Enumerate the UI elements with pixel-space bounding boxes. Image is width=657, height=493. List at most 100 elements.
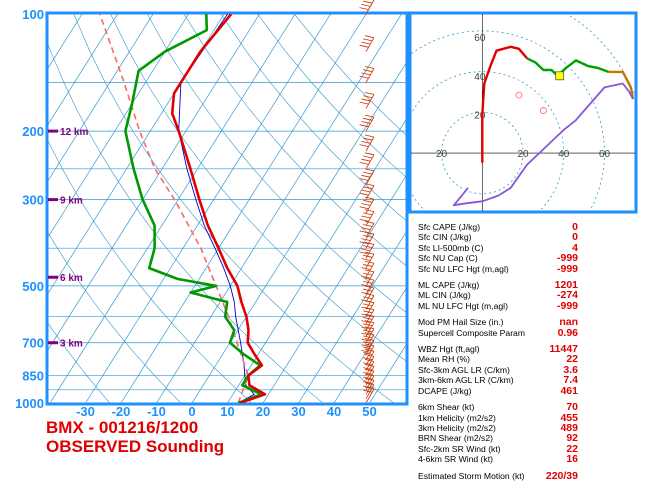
hodograph-ring-label: 40 xyxy=(474,72,486,83)
wind-barb-flag xyxy=(363,171,373,175)
isotherm-line xyxy=(48,14,118,126)
isotherm-line xyxy=(227,119,406,403)
parameter-row: 1km Helicity (m2/s2) 455 xyxy=(418,412,578,423)
parameter-label: Sfc CIN (J/kg) xyxy=(418,232,472,243)
wind-barb-flag xyxy=(364,35,375,39)
dry-adiabat-line xyxy=(48,43,323,403)
wind-barb-flag xyxy=(363,288,373,292)
height-marker-label: 6 km xyxy=(60,273,83,284)
wind-barb-flag xyxy=(361,174,371,178)
wind-barb-flag xyxy=(364,368,375,372)
wind-barb xyxy=(365,116,375,132)
parameter-label: 3km-6km AGL LR (C/km) xyxy=(418,375,514,386)
sounding-title: BMX - 001216/1200 OBSERVED Sounding xyxy=(46,418,224,456)
wind-barb-flag xyxy=(361,203,371,206)
temperature-tick-label: 0 xyxy=(188,404,195,419)
wind-barb-flag xyxy=(361,121,371,124)
pressure-tick-label: 500 xyxy=(22,279,44,294)
wind-barb-flag xyxy=(363,362,373,366)
height-marker-label: 9 km xyxy=(60,196,83,207)
parameter-label: 3km Helicity (m2/s2) xyxy=(418,422,496,433)
parameter-row: Sfc LI-500mb (C) 4 xyxy=(418,241,578,254)
parameter-label: 6km Shear (kt) xyxy=(418,402,475,413)
wind-barb-flag xyxy=(364,196,375,200)
parameter-value: 4 xyxy=(572,241,578,254)
parameter-value: -999 xyxy=(556,262,578,275)
parameter-row: Sfc NU Cap (C) -999 xyxy=(418,253,578,264)
pressure-tick-label: 200 xyxy=(22,124,44,139)
temperature-axis: -30 -20 -10 0 10 20 30 40 50 xyxy=(76,404,377,419)
parameter-row: ML CAPE (J/kg) 1201 xyxy=(418,280,578,291)
wind-barb xyxy=(365,68,375,83)
bunkers-left-marker xyxy=(515,91,523,99)
wind-barb-flag xyxy=(363,329,373,333)
wind-barb-flag xyxy=(363,212,373,216)
isotherm-line xyxy=(262,175,406,403)
parameter-value: 461 xyxy=(560,384,578,397)
dry-adiabat-line xyxy=(48,322,111,403)
parameter-value: 16 xyxy=(566,453,578,466)
hodograph-ring-label: 20 xyxy=(474,110,486,121)
wind-barb-flag xyxy=(364,277,375,281)
parameter-row: 6km Shear (kt) 70 xyxy=(418,402,578,413)
temperature-tick-label: 50 xyxy=(362,404,376,419)
wind-barb-flag xyxy=(364,320,375,323)
parameter-row: Sfc-3km AGL LR (C/km) 3.6 xyxy=(418,364,578,375)
wind-barb-flag xyxy=(363,155,373,159)
parameter-label: WBZ Hgt (ft,agl) xyxy=(418,344,480,355)
parameter-row: Sfc NU LFC Hgt (m,agl) -999 xyxy=(418,262,578,275)
wind-barb-flag xyxy=(361,320,371,324)
wind-barb-flag xyxy=(364,269,375,273)
parameter-label: ML NU LFC Hgt (m,agl) xyxy=(418,300,508,311)
wind-barb-flag xyxy=(361,227,371,231)
wind-barbs xyxy=(359,0,375,404)
isotherm-line xyxy=(333,288,406,403)
isotherm-line xyxy=(156,14,402,403)
isotherm-line xyxy=(48,14,189,238)
wind-barb-flag xyxy=(364,338,375,341)
parameter-value: 220/39 xyxy=(545,469,578,482)
wind-barb-flag xyxy=(363,69,373,73)
wind-barb xyxy=(365,388,375,404)
wind-barb-flag xyxy=(363,310,373,314)
wind-barb-flag xyxy=(361,41,371,45)
wind-barb-flag xyxy=(361,313,371,317)
wind-barb-flag xyxy=(359,144,369,147)
wind-barb-flag xyxy=(364,260,375,264)
wind-barb-flag xyxy=(364,231,375,235)
wind-barb-flag xyxy=(364,377,375,381)
parameter-value: 0.96 xyxy=(557,326,578,339)
temperature-tick-label: 30 xyxy=(291,404,305,419)
parameter-value: 92 xyxy=(566,432,578,445)
wind-barb-flag xyxy=(363,296,373,300)
temperature-tick-label: -10 xyxy=(147,404,166,419)
wind-barb-flag xyxy=(363,186,373,190)
hodograph-x-label: 60 xyxy=(599,149,611,160)
hodograph-segment xyxy=(452,82,634,207)
parameter-row: DCAPE (J/kg) 461 xyxy=(418,384,578,397)
parameter-row: Mean RH (%) 22 xyxy=(418,354,578,365)
wind-barb-flag xyxy=(361,332,371,336)
wind-barb-flag xyxy=(364,209,375,213)
parameter-table: Sfc CAPE (J/kg) 0 Sfc CIN (J/kg) 0 Sfc LI-50… xyxy=(418,222,578,481)
wind-barb-flag xyxy=(361,258,371,261)
wind-barb-flag xyxy=(364,220,375,224)
pressure-tick-label: 100 xyxy=(22,7,44,22)
dry-adiabat-line xyxy=(73,14,394,403)
temperature-line xyxy=(170,14,267,403)
wind-barb-flag xyxy=(361,267,371,271)
isotherm-line xyxy=(85,14,331,403)
wind-barb-flag xyxy=(359,178,369,181)
wind-barb-flag xyxy=(363,280,373,284)
parameter-row: WBZ Hgt (ft,agl) 11447 xyxy=(418,344,578,355)
wind-barb xyxy=(365,136,375,152)
hodograph-x-label: 40 xyxy=(558,149,570,160)
sounding-type-label: OBSERVED Sounding xyxy=(46,437,225,456)
wind-barb-flag xyxy=(364,343,375,347)
parameter-value: nan xyxy=(559,316,578,329)
wind-barb xyxy=(365,154,375,169)
wind-barb-flag xyxy=(364,168,375,172)
wind-barb-flag xyxy=(363,95,373,99)
wind-barb-flag xyxy=(363,199,373,203)
